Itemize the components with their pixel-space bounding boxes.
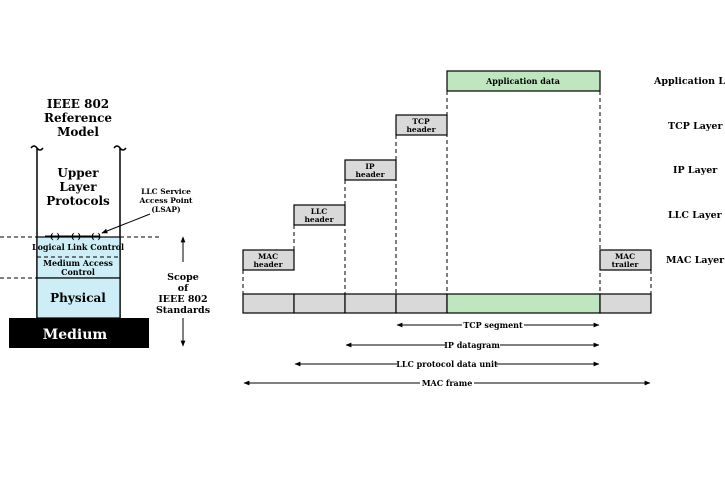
- layer-label-ip: IP Layer: [673, 165, 718, 176]
- app-data-label: Application data: [485, 76, 560, 86]
- mac-header-line2: header: [253, 260, 283, 269]
- layer-label-app: Application Layer: [653, 76, 725, 87]
- frame-llc-header: [293, 293, 346, 314]
- span-tcp-segment: TCP segment: [396, 320, 600, 330]
- ip-header-line2: header: [355, 170, 385, 179]
- frame-mac-header: [242, 293, 295, 314]
- span-mac-frame: MAC frame: [243, 378, 651, 388]
- reference-model: IEEE 802 Reference Model Upper Layer Pro…: [0, 97, 210, 348]
- layer-label-llc: LLC Layer: [668, 210, 723, 221]
- frame-tcp-header: [395, 293, 448, 314]
- layer-label-mac: MAC Layer: [666, 255, 725, 266]
- llc-mac-box: [36, 236, 121, 279]
- sap-symbols: ( ) ( ) ( ): [45, 231, 101, 241]
- tcp-header-line1: TCP: [412, 117, 430, 126]
- mac-header-box: [242, 249, 295, 271]
- model-title-line1: IEEE 802: [47, 97, 109, 111]
- lsap-line1: LLC Service: [141, 187, 191, 196]
- medium-box: [9, 318, 149, 348]
- mac-label-line1: Medium Access: [43, 258, 113, 268]
- model-title-line2: Reference: [44, 111, 112, 125]
- scope-line2: of: [178, 283, 189, 294]
- physical-box: [36, 277, 121, 319]
- frame-app-data: [446, 293, 601, 314]
- sap-symbol-3: ( ): [91, 231, 102, 241]
- span-llc-pdu: LLC protocol data unit: [294, 359, 600, 369]
- lsap-line2: Access Point: [139, 196, 194, 205]
- mac-trailer-line1: MAC: [615, 252, 635, 261]
- ip-header-line1: IP: [365, 162, 375, 171]
- upper-layer-line3: Protocols: [46, 194, 110, 208]
- span-ip-datagram: IP datagram: [345, 340, 600, 350]
- tcp-header-box: [395, 114, 448, 136]
- mac-header-line1: MAC: [258, 252, 278, 261]
- mac-trailer-line2: trailer: [612, 260, 640, 269]
- tcp-header-line2: header: [406, 125, 436, 134]
- upper-layer-line1: Upper: [57, 166, 99, 180]
- scope-line3: IEEE 802: [158, 294, 207, 305]
- layer-label-tcp: TCP Layer: [668, 121, 723, 132]
- app-data-box: [446, 70, 601, 92]
- lsap-pointer: [101, 213, 151, 234]
- mac-label-line2: Control: [61, 267, 95, 277]
- medium-label: Medium: [43, 327, 108, 343]
- sap-symbol-2: ( ): [71, 231, 82, 241]
- frame-mac-trailer: [599, 293, 652, 314]
- upper-layer-line2: Layer: [59, 180, 97, 194]
- span-llc-pdu-label: LLC protocol data unit: [396, 359, 498, 369]
- scope-line1: Scope: [167, 272, 199, 283]
- lsap-line3: (LSAP): [151, 205, 180, 214]
- sap-symbol-1: ( ): [50, 231, 61, 241]
- span-ip-datagram-label: IP datagram: [444, 340, 500, 350]
- frame-row: [242, 293, 652, 314]
- physical-label: Physical: [50, 291, 106, 305]
- frame-ip-header: [344, 293, 397, 314]
- encapsulation: Application data TCP header IP header LL…: [242, 70, 725, 388]
- llc-header-line2: header: [304, 215, 334, 224]
- span-mac-frame-label: MAC frame: [422, 378, 473, 388]
- llc-label: Logical Link Control: [32, 242, 124, 252]
- model-title-line3: Model: [57, 125, 99, 139]
- scope-line4: Standards: [156, 305, 210, 316]
- span-tcp-segment-label: TCP segment: [463, 320, 523, 330]
- llc-header-line1: LLC: [311, 207, 328, 216]
